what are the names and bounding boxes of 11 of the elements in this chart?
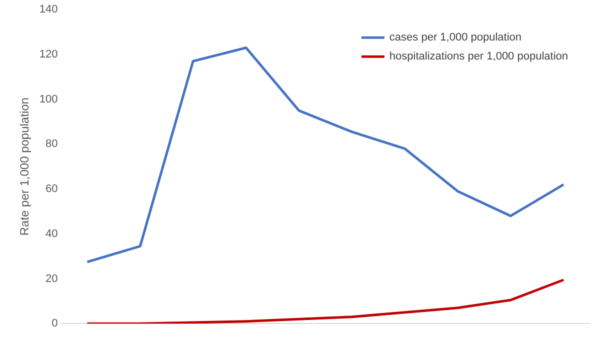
y-tick-label: 60 — [46, 183, 58, 196]
y-tick-label: 0 — [52, 318, 58, 330]
y-tick-label: 80 — [46, 138, 58, 150]
legend-label: hospitalizations per 1,000 population — [389, 50, 568, 63]
y-axis-title: Rate per 1,000 population — [18, 98, 32, 236]
y-tick-label: 140 — [39, 4, 58, 16]
y-tick-label: 20 — [46, 272, 58, 285]
legend-label: cases per 1,000 population — [389, 32, 522, 44]
y-tick-label: 40 — [46, 228, 58, 240]
y-tick-label: 100 — [39, 93, 58, 106]
y-tick-label: 120 — [39, 48, 58, 60]
